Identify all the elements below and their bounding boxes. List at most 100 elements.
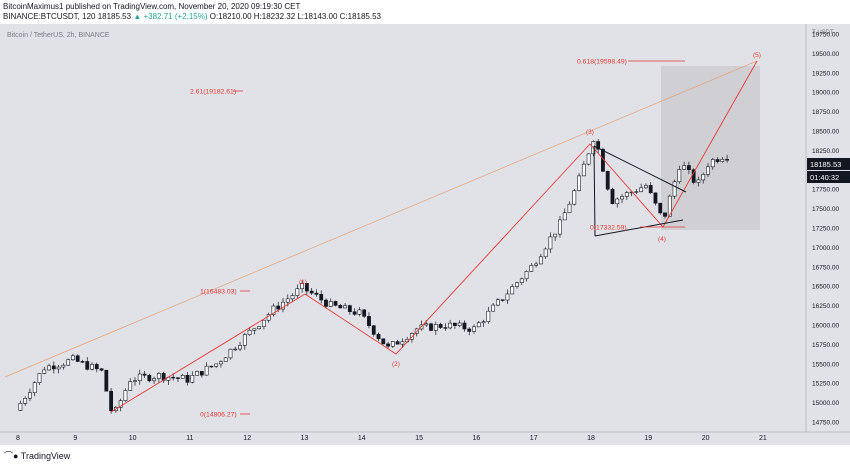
candle-body [347,305,352,313]
candle-body [448,322,453,329]
candle-body [66,359,71,366]
candle-body [319,294,324,301]
candle-body [190,375,195,383]
time-tick-label: 12 [243,435,251,442]
candle-body [500,299,505,301]
candle-body [314,292,319,295]
candle-body [648,185,653,194]
price-tick-label: 17000.00 [812,245,839,252]
candle-body [567,203,572,214]
candle-body [443,327,448,329]
tradingview-logo-text: TradingView [20,451,71,461]
candle-body [242,334,247,346]
candle-body [634,191,639,193]
candle-body [18,403,23,411]
countdown-tag [807,171,850,183]
symbol: BINANCE:BTCUSDT, 120 [3,12,96,21]
candle-body [238,345,242,350]
candle-body [309,290,314,294]
candle-body [32,382,37,393]
candle-body [133,380,137,382]
candle-body [295,288,300,296]
price-scale-background [806,24,850,445]
candle-body [371,325,376,335]
price-tick-label: 16750.00 [812,264,839,271]
candle-body [524,271,529,280]
last-price-tag-text: 18185.53 [810,160,841,169]
candle-body [199,371,204,376]
candle-body [558,219,562,235]
candle-body [548,236,553,250]
header-bar: BitcoinMaximus1 published on TradingView… [0,0,850,24]
candle-body [639,187,644,193]
candle-body [304,283,309,292]
candle-body [176,377,180,379]
candle-body [667,195,672,217]
candle-body [663,212,667,217]
fib-label-0-low: 0(14806.27) [200,412,237,419]
candle-body [171,376,176,379]
candle-body [28,392,32,399]
time-tick-label: 15 [415,435,423,442]
tradingview-logo-icon: ⌒● [4,451,19,461]
candle-body [362,309,367,317]
candle-body [233,348,238,351]
price-tick-label: 16000.00 [812,323,839,330]
time-tick-label: 21 [759,435,767,442]
candle-body [429,323,433,331]
candle-body [577,175,581,191]
candle-body [271,305,276,315]
candle-body [472,326,476,332]
candle-body [333,301,338,306]
price-tick-label: 15500.00 [812,361,839,368]
price-tick-label: 19500.00 [812,51,839,58]
candle-body [338,305,343,309]
candle-body [51,365,56,370]
candle-body [696,179,701,183]
candle-body [247,329,252,335]
price-tick-label: 19000.00 [812,90,839,97]
price-chart[interactable]: Bitcoin / TetherUS, 2h, BINANCE ₮ USDT 1… [0,24,850,445]
candle-body [281,301,285,310]
candle-body [390,341,395,347]
candle-body [195,371,199,376]
candle-body [400,341,405,345]
candle-body [553,233,558,238]
candle-body [209,365,214,368]
candle-body [85,361,90,370]
candle-body [505,293,510,301]
candle-body [257,326,262,330]
wave-label-5: (5) [753,52,761,59]
candle-body [118,400,123,408]
candle-body [572,190,577,205]
candle-body [37,373,42,383]
time-tick-label: 18 [587,435,595,442]
candle-body [515,282,519,287]
candle-body [128,381,133,391]
wave-label-4: (4) [658,236,666,243]
candle-body [328,301,333,307]
candle-body [457,322,462,326]
price-tick-label: 15250.00 [812,381,839,388]
candle-body [715,159,720,162]
candle-body [624,192,629,197]
candle-body [252,328,257,331]
last-price: 18185.53 [97,12,132,21]
candle-body [424,323,429,326]
candle-body [381,338,386,345]
candle-body [376,334,381,340]
candle-body [228,348,233,359]
candle-body [23,398,28,404]
candle-body [185,374,190,383]
candle-body [462,322,467,330]
candle-body [644,185,648,189]
candle-body [658,202,663,214]
candle-body [438,324,443,328]
price-tick-label: 17750.00 [812,187,839,194]
time-tick-label: 10 [129,435,137,442]
price-change: ▲ +382.71 (+2.15%) [133,12,208,21]
candle-body [677,169,682,183]
triangle-left-edge [593,145,596,237]
price-tick-label: 16500.00 [812,284,839,291]
time-tick-label: 17 [530,435,538,442]
